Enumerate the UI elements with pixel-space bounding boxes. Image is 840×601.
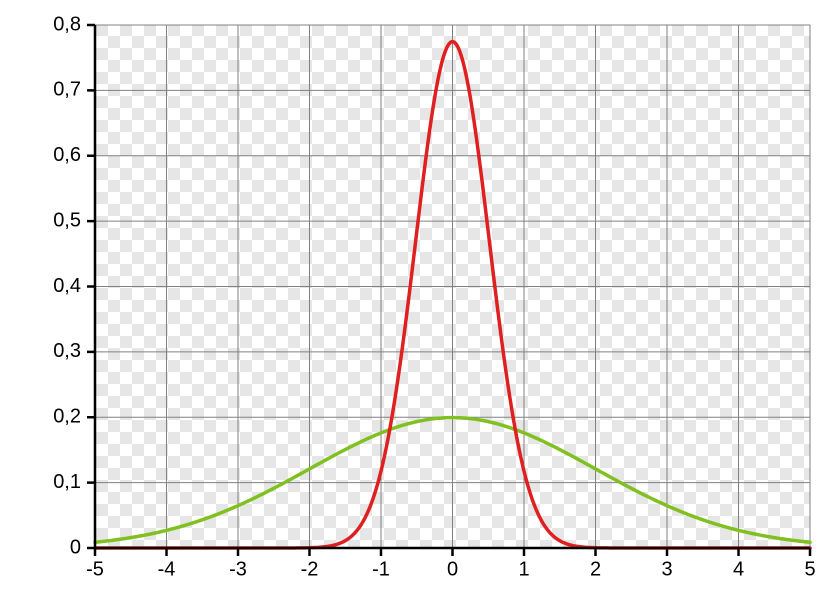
y-tick-label: 0,1 (53, 471, 81, 493)
x-tick-label: -1 (372, 559, 390, 581)
x-tick-label: 0 (447, 559, 458, 581)
x-tick-label: -2 (301, 559, 319, 581)
x-tick-label: -4 (158, 559, 176, 581)
y-tick-label: 0 (70, 536, 81, 558)
x-tick-label: 1 (518, 559, 529, 581)
y-tick-label: 0,8 (53, 13, 81, 35)
y-tick-label: 0,5 (53, 209, 81, 231)
x-tick-label: 5 (804, 559, 815, 581)
y-tick-label: 0,6 (53, 144, 81, 166)
x-tick-label: -5 (86, 559, 104, 581)
y-tick-label: 0,4 (53, 275, 81, 297)
y-tick-label: 0,2 (53, 406, 81, 428)
x-tick-label: 3 (661, 559, 672, 581)
chart-container: -5 -4 -3 -2 -1 0 1 2 3 4 5 0 0,1 0,2 0,3 0,4 0,5 0,6 0,7 0,… (0, 0, 840, 601)
x-tick-label: 4 (733, 559, 744, 581)
distribution-chart: -5 -4 -3 -2 -1 0 1 2 3 4 5 0 0,1 0,2 0,3 0,4 0,5 0,6 0,7 0,… (0, 0, 840, 601)
x-tick-label: -3 (229, 559, 247, 581)
y-tick-label: 0,7 (53, 79, 81, 101)
x-tick-label: 2 (590, 559, 601, 581)
y-tick-label: 0,3 (53, 340, 81, 362)
